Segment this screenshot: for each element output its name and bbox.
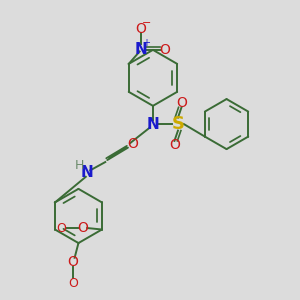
Text: O: O	[77, 221, 88, 235]
Text: O: O	[68, 277, 78, 290]
Text: O: O	[176, 96, 187, 110]
Text: S: S	[172, 115, 184, 133]
Text: O: O	[169, 138, 180, 152]
Text: O: O	[159, 43, 170, 57]
Text: H: H	[74, 159, 84, 172]
Text: N: N	[135, 42, 148, 57]
Text: O: O	[136, 22, 146, 35]
Text: N: N	[81, 165, 94, 180]
Text: O: O	[127, 137, 138, 151]
Text: N: N	[147, 117, 159, 132]
Text: O: O	[68, 255, 79, 269]
Text: −: −	[142, 18, 151, 28]
Text: O: O	[57, 221, 67, 235]
Text: +: +	[142, 38, 150, 48]
